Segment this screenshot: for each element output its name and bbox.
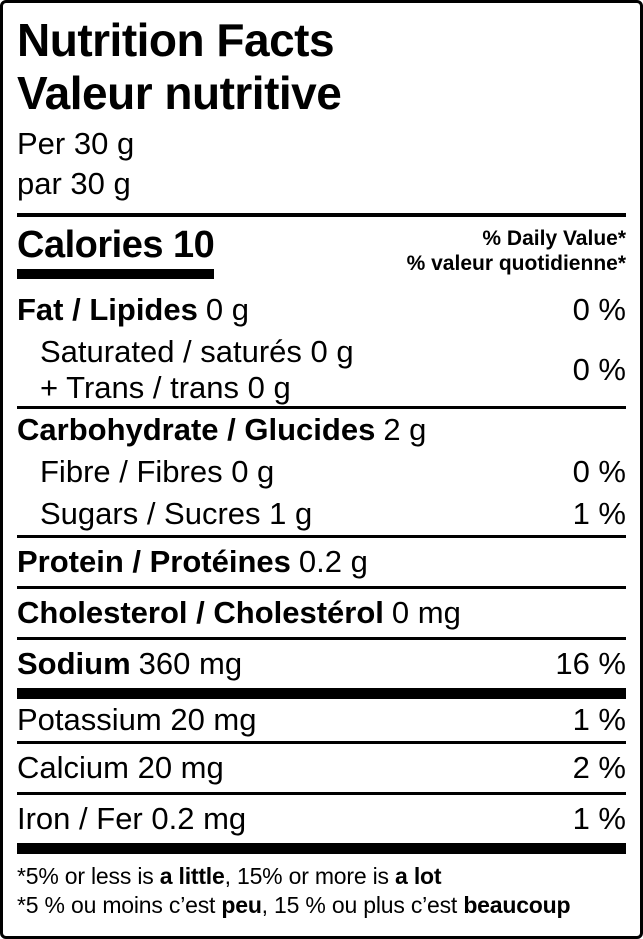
nutrient-name-protein: Protein / Protéines 0.2 g xyxy=(17,544,368,579)
nutrient-dv-calcium: 2 % xyxy=(572,750,626,785)
nutrient-name-saturated: Saturated / saturés 0 g xyxy=(40,334,354,369)
daily-value-header: % Daily Value* % valeur quotidienne* xyxy=(407,226,626,276)
section-divider xyxy=(17,741,626,744)
calories-underline xyxy=(17,269,215,279)
nutrient-row-protein: Protein / Protéines 0.2 g xyxy=(17,538,626,586)
nutrient-row-sodium: Sodium 360 mg 16 % xyxy=(17,640,626,688)
footnotes: *5% or less is a little, 15% or more is … xyxy=(17,862,626,920)
nutrient-name-trans: + Trans / trans 0 g xyxy=(40,370,291,405)
nutrient-row-potassium: Potassium 20 mg 1 % xyxy=(17,699,626,741)
title-fr: Valeur nutritive xyxy=(17,67,342,119)
nutrient-dv-saturated-trans: 0 % xyxy=(572,352,626,387)
nutrient-name-fat: Fat / Lipides 0 g xyxy=(17,292,249,327)
serving-size-en: Per 30 g xyxy=(17,126,135,161)
section-divider xyxy=(17,792,626,795)
thick-divider xyxy=(17,843,626,854)
thick-divider xyxy=(17,688,626,699)
footnote-fr: *5 % ou moins c’est peu, 15 % ou plus c’… xyxy=(17,892,571,918)
footnote-en: *5% or less is a little, 15% or more is … xyxy=(17,863,442,889)
nutrient-dv-sugars: 1 % xyxy=(572,496,626,531)
serving-size-fr: par 30 g xyxy=(17,166,131,201)
calories-block: Calories 10 xyxy=(17,224,215,279)
nutrient-dv-iron: 1 % xyxy=(572,801,626,836)
nutrient-row-cholesterol: Cholesterol / Cholestérol 0 mg xyxy=(17,589,626,637)
section-divider xyxy=(17,535,626,538)
nutrient-dv-potassium: 1 % xyxy=(572,702,626,737)
title-en: Nutrition Facts xyxy=(17,14,335,66)
saturated-trans-lines: Saturated / saturés 0 g + Trans / trans … xyxy=(17,334,354,406)
daily-value-header-fr: % valeur quotidienne* xyxy=(406,252,626,275)
nutrient-name-iron: Iron / Fer 0.2 mg xyxy=(17,801,247,836)
nutrient-name-sugars: Sugars / Sucres 1 g xyxy=(40,496,313,531)
calories-value: Calories 10 xyxy=(17,224,215,266)
nutrient-dv-fat: 0 % xyxy=(572,292,626,327)
nutrient-row-fat: Fat / Lipides 0 g 0 % xyxy=(17,286,626,334)
nutrient-name-fibre: Fibre / Fibres 0 g xyxy=(40,454,275,489)
section-divider xyxy=(17,637,626,640)
calories-row: Calories 10 % Daily Value* % valeur quot… xyxy=(17,224,626,279)
daily-value-header-en: % Daily Value* xyxy=(482,227,626,250)
nutrient-dv-fibre: 0 % xyxy=(572,454,626,489)
nutrient-name-sodium: Sodium 360 mg xyxy=(17,646,243,681)
section-divider xyxy=(17,586,626,589)
nutrient-row-calcium: Calcium 20 mg 2 % xyxy=(17,744,626,792)
header-divider xyxy=(17,213,626,217)
nutrient-name-calcium: Calcium 20 mg xyxy=(17,750,224,785)
nutrient-row-fibre: Fibre / Fibres 0 g 0 % xyxy=(17,451,626,493)
section-divider xyxy=(17,406,626,409)
nutrient-name-cholesterol: Cholesterol / Cholestérol 0 mg xyxy=(17,595,461,630)
nutrient-row-saturated-trans: Saturated / saturés 0 g + Trans / trans … xyxy=(17,334,626,406)
nutrient-dv-sodium: 16 % xyxy=(555,646,626,681)
nutrient-row-sugars: Sugars / Sucres 1 g 1 % xyxy=(17,493,626,535)
nutrient-row-carbohydrate: Carbohydrate / Glucides 2 g xyxy=(17,409,626,451)
nutrient-name-potassium: Potassium 20 mg xyxy=(17,702,257,737)
nutrient-name-carbohydrate: Carbohydrate / Glucides 2 g xyxy=(17,412,427,447)
nutrient-row-iron: Iron / Fer 0.2 mg 1 % xyxy=(17,795,626,843)
